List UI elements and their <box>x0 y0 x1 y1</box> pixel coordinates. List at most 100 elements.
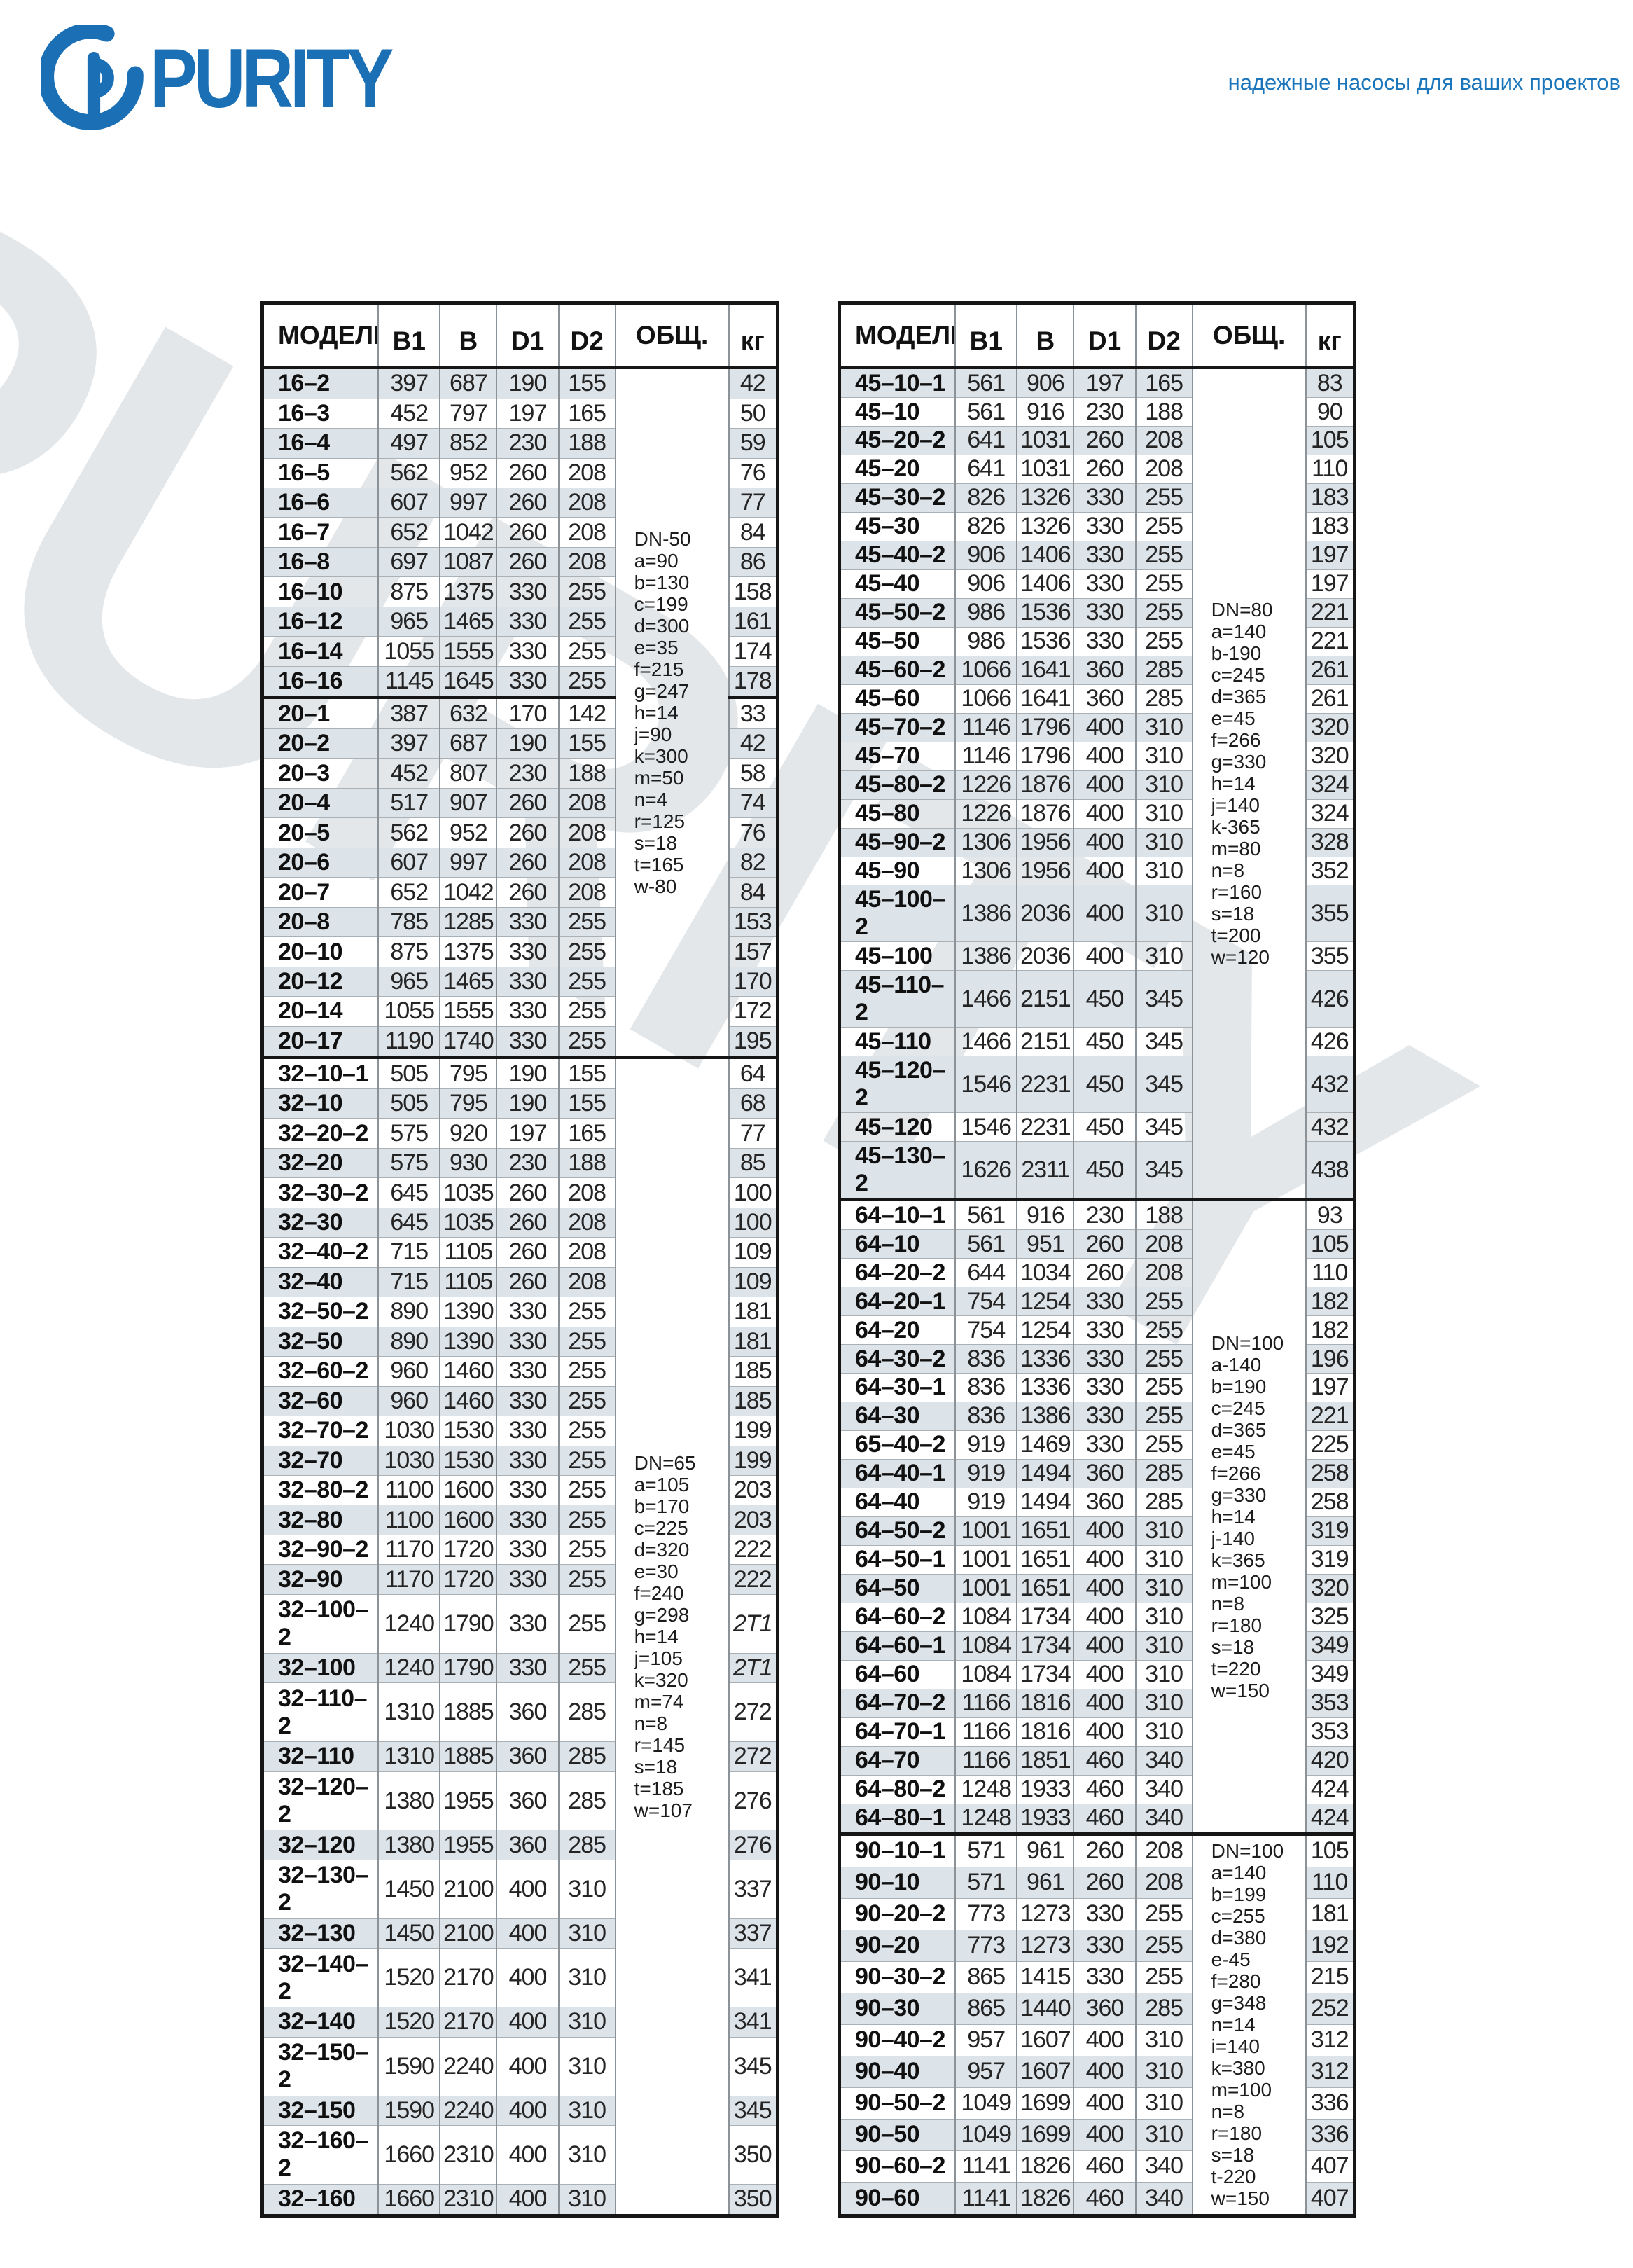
dimension-cell: 260 <box>496 1207 560 1238</box>
table-row: 16–4 497 852 230 188 59 <box>261 428 779 459</box>
dimension-cell: 1240 <box>377 1593 441 1654</box>
table-row: 20–1 387 632 170 142 33 <box>261 696 779 729</box>
spec-line: s=18 <box>1211 2144 1255 2166</box>
spec-line: h=14 <box>1211 773 1256 795</box>
dimension-cell: 505 <box>377 1056 441 1089</box>
model-cell: 32–160–2 <box>261 2125 380 2185</box>
dimension-cell: 1166 <box>954 1717 1018 1747</box>
dimension-cell: 310 <box>1134 712 1193 742</box>
weight-cell: 33 <box>728 696 779 729</box>
dimension-cell: 450 <box>1073 1141 1137 1201</box>
dimension-cell: 1590 <box>377 2095 441 2127</box>
dimension-cell: 497 <box>377 428 441 459</box>
weight-cell: 182 <box>1305 1315 1356 1346</box>
table-row: 90–60 1141 1826 460 340 407 <box>838 2181 1356 2217</box>
dimension-cell: 330 <box>496 1593 560 1654</box>
dimensions-table-left: МОДЕЛЬB1BD1D2ОБЩ.кг16–2397687190155DN-50… <box>260 301 779 2218</box>
spec-line: j=140 <box>1211 794 1260 817</box>
weight-cell: 349 <box>1305 1631 1356 1661</box>
spec-line: g=330 <box>1211 1484 1267 1506</box>
table-row: 45–40 906 1406 330 255 197 <box>838 569 1356 599</box>
dimension-cell: 255 <box>557 966 616 997</box>
weight-cell: 203 <box>728 1474 779 1506</box>
dimension-cell: 165 <box>557 398 616 429</box>
dimension-cell: 330 <box>1073 1430 1137 1460</box>
dimension-cell: 400 <box>1073 798 1137 829</box>
dimension-cell: 687 <box>439 367 498 399</box>
spec-line: d=320 <box>634 1539 690 1561</box>
model-cell: 32–20–2 <box>261 1118 380 1149</box>
dimension-cell: 400 <box>496 2036 560 2096</box>
weight-cell: 276 <box>728 1771 779 1831</box>
table-row: 32–10 505 795 190 155 68 <box>261 1088 779 1119</box>
dimension-cell: 1248 <box>954 1774 1018 1804</box>
weight-cell: 276 <box>728 1830 779 1860</box>
model-cell: 45–130–2 <box>838 1141 957 1201</box>
dimension-cell: 1590 <box>377 2036 441 2096</box>
dimension-cell: 1030 <box>377 1445 441 1476</box>
dimension-cell: 155 <box>557 1056 616 1089</box>
model-cell: 90–10 <box>838 1866 957 1899</box>
weight-cell: 100 <box>728 1177 779 1208</box>
dimension-cell: 1651 <box>1016 1544 1075 1575</box>
dimension-cell: 1956 <box>1016 856 1075 886</box>
dimension-cell: 1450 <box>377 1859 441 1919</box>
model-cell: 16–4 <box>261 428 380 459</box>
weight-cell: 100 <box>728 1207 779 1238</box>
table-row: 16–14 1055 1555 330 255 174 <box>261 636 779 667</box>
brand-tagline: надежные насосы для ваших проектов <box>1228 70 1620 95</box>
dimension-cell: 1084 <box>954 1631 1018 1661</box>
weight-cell: 353 <box>1305 1688 1356 1718</box>
dimension-cell: 400 <box>1073 1516 1137 1546</box>
dimension-cell: 1660 <box>377 2183 441 2217</box>
table-row: 32–40–2 715 1105 260 208 109 <box>261 1237 779 1268</box>
dimension-cell: 310 <box>557 2125 616 2185</box>
spec-line: DN-50 <box>634 527 691 550</box>
model-cell: 20–4 <box>261 787 380 819</box>
model-cell: 64–50–1 <box>838 1544 957 1575</box>
dimension-cell: 1826 <box>1016 2181 1075 2217</box>
dimension-cell: 260 <box>1073 454 1137 484</box>
dimension-cell: 260 <box>1073 1229 1137 1259</box>
dimension-cell: 330 <box>496 606 560 637</box>
dimension-cell: 1190 <box>377 1025 441 1058</box>
table-row: 45–20–2 641 1031 260 208 105 <box>838 425 1356 455</box>
dimension-cell: 1066 <box>954 684 1018 714</box>
model-cell: 90–30 <box>838 1992 957 2025</box>
dimension-cell: 1955 <box>439 1771 498 1831</box>
dimension-cell: 400 <box>1073 1659 1137 1689</box>
dimension-cell: 310 <box>1134 2118 1193 2151</box>
dimension-cell: 1406 <box>1016 569 1075 599</box>
dimension-cell: 285 <box>1134 1992 1193 2025</box>
dimension-cell: 875 <box>377 936 441 967</box>
dimension-cell: 1145 <box>377 665 441 698</box>
column-header-d2: D2 <box>557 303 616 369</box>
dimension-cell: 1530 <box>439 1416 498 1446</box>
dimension-cell: 330 <box>496 665 560 698</box>
spec-line: b=199 <box>1211 1883 1267 1906</box>
dimension-cell: 1876 <box>1016 798 1075 829</box>
weight-cell: 328 <box>1305 827 1356 857</box>
weight-cell: 353 <box>1305 1717 1356 1747</box>
weight-cell: 336 <box>1305 2118 1356 2151</box>
dimension-cell: 930 <box>439 1147 498 1179</box>
dimension-cell: 255 <box>557 1445 616 1476</box>
table-row: 32–160–2 1660 2310 400 310 350 <box>261 2125 779 2185</box>
dimension-cell: 571 <box>954 1832 1018 1867</box>
dimension-cell: 1386 <box>954 941 1018 971</box>
dimension-cell: 1100 <box>377 1505 441 1535</box>
dimension-cell: 260 <box>1073 1866 1137 1899</box>
dimension-cell: 2036 <box>1016 885 1075 943</box>
dimension-cell: 255 <box>1134 1961 1193 1993</box>
dimension-cell: 255 <box>557 936 616 967</box>
dimension-cell: 460 <box>1073 1803 1137 1834</box>
model-cell: 32–100–2 <box>261 1593 380 1654</box>
spec-line: c=245 <box>1211 1397 1265 1419</box>
dimension-cell: 1466 <box>954 1027 1018 1057</box>
spec-line: m=74 <box>634 1691 684 1713</box>
dimension-cell: 1336 <box>1016 1372 1075 1402</box>
spec-line: w-80 <box>634 875 677 897</box>
dimension-cell: 255 <box>1134 1287 1193 1317</box>
dimension-cell: 310 <box>557 2095 616 2127</box>
weight-cell: 93 <box>1305 1198 1356 1231</box>
